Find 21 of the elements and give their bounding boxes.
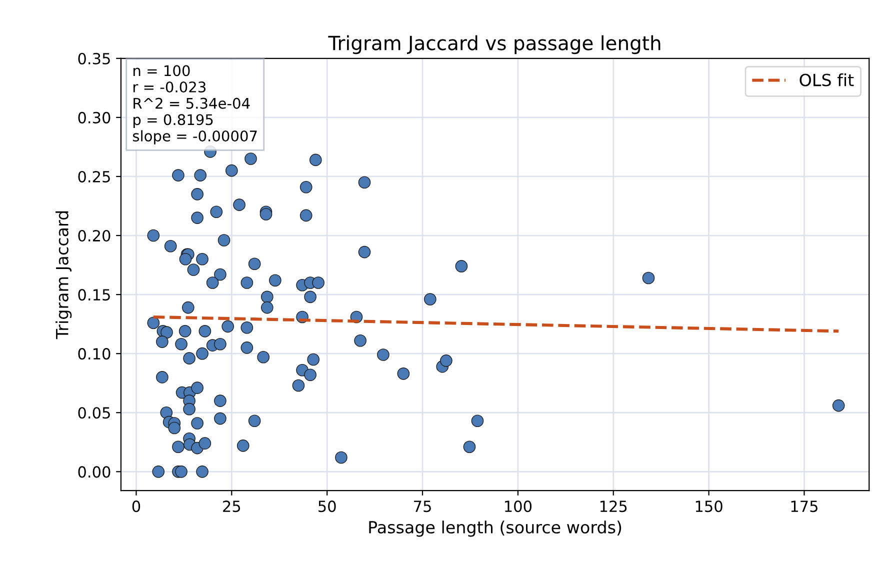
y-tick-label: 0.15 bbox=[78, 289, 110, 301]
y-axis-title: Trigram Jaccard bbox=[56, 211, 72, 340]
x-tick-label: 0 bbox=[132, 500, 140, 512]
chart-title: Trigram Jaccard vs passage length bbox=[328, 35, 660, 54]
x-tick-label: 175 bbox=[791, 500, 818, 512]
legend-label: OLS fit bbox=[800, 73, 854, 86]
y-tick-label: 0.05 bbox=[78, 407, 110, 419]
x-tick-label: 75 bbox=[414, 500, 431, 512]
x-tick-label: 150 bbox=[696, 500, 722, 512]
x-tick-label: 25 bbox=[223, 500, 240, 512]
annotation: n = 100 r = -0.023 R^2 = 5.34e-04 p = 0.8195 slope = -0.00007 bbox=[132, 65, 257, 144]
x-axis-title: Passage length (source words) bbox=[369, 520, 622, 537]
x-tick-label: 125 bbox=[600, 500, 627, 512]
y-tick-label: 0.20 bbox=[78, 230, 110, 242]
x-tick-label: 100 bbox=[505, 500, 532, 512]
y-tick-label: 0.10 bbox=[78, 348, 110, 360]
x-tick-label: 50 bbox=[318, 500, 336, 512]
y-tick-label: 0.35 bbox=[78, 52, 110, 64]
y-tick-label: 0.25 bbox=[78, 170, 110, 182]
y-tick-label: 0.00 bbox=[78, 466, 110, 478]
y-tick-label: 0.30 bbox=[78, 112, 110, 124]
